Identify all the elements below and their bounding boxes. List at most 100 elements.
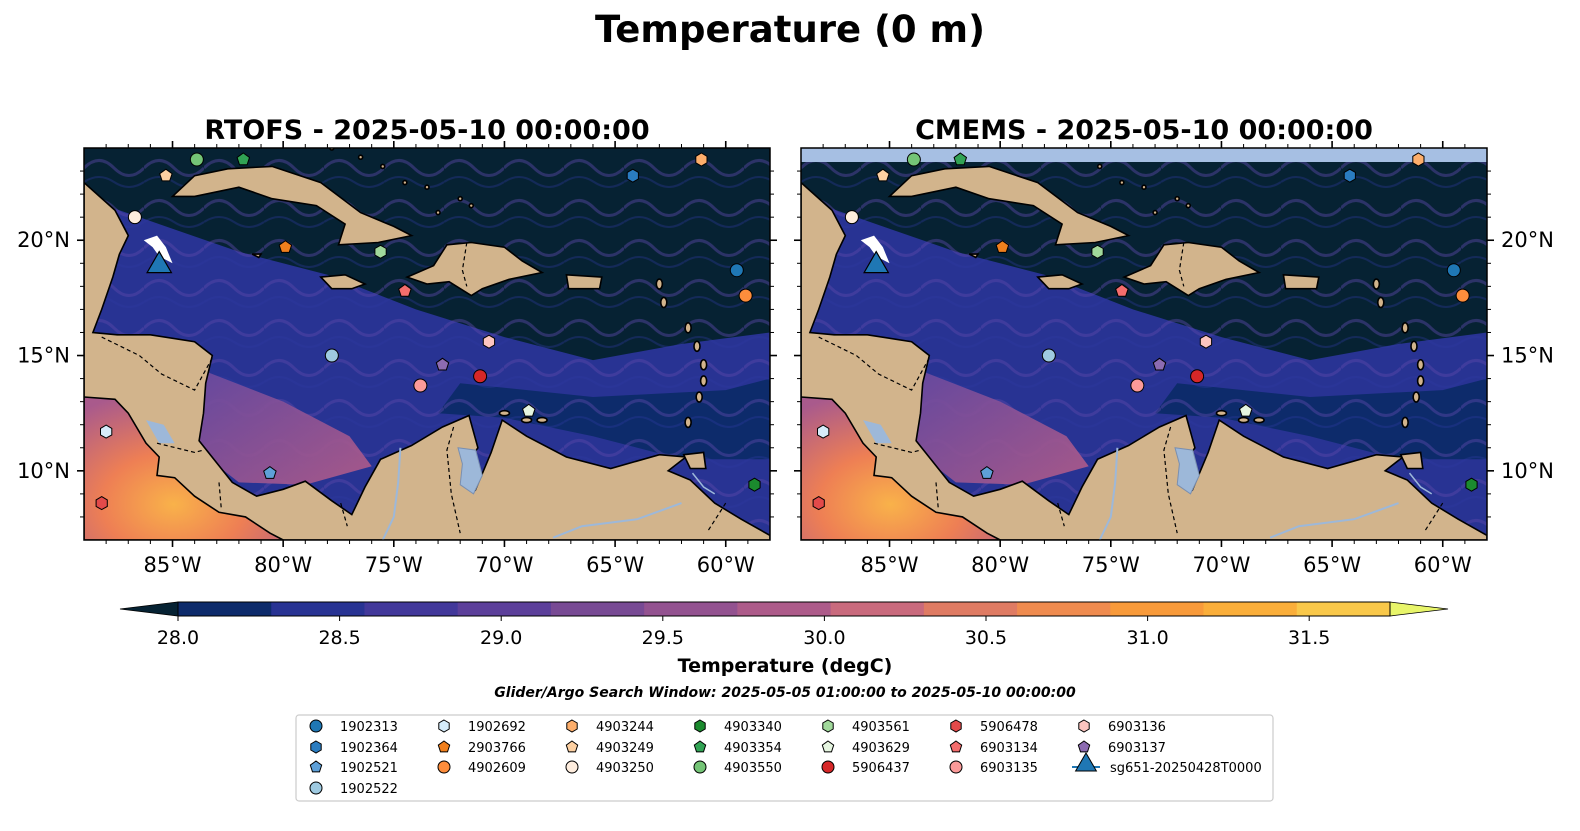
float-marker-4903354	[236, 152, 251, 166]
legend-item-4903354: 4903354	[693, 740, 782, 756]
legend-marker	[1077, 740, 1091, 753]
legend-item-1902521: 1902521	[309, 760, 398, 776]
land-hispaniola	[1121, 241, 1262, 297]
island-bahamas	[1174, 195, 1180, 202]
colorbar-cell	[1296, 602, 1391, 616]
island-abc	[1253, 416, 1265, 424]
y-tick-label: 15°N	[1501, 344, 1554, 368]
x-tick-label: 85°W	[144, 553, 202, 577]
colorbar-cell	[178, 602, 272, 616]
land-cayman	[968, 253, 980, 259]
island-lesser-antilles	[699, 358, 708, 371]
legend-marker	[693, 760, 707, 774]
colorbar-cell	[457, 602, 552, 616]
land-trinidad	[682, 451, 707, 470]
island-lesser-antilles	[1401, 322, 1409, 334]
island-lesser-antilles	[693, 340, 701, 353]
island-lesser-antilles	[684, 322, 692, 334]
float-marker-4903340	[1465, 477, 1478, 492]
y-tick-label: 10°N	[17, 459, 70, 483]
island-abc	[1215, 409, 1228, 417]
river-delta	[1408, 472, 1433, 495]
country-border	[1424, 502, 1444, 532]
legend-marker	[565, 760, 579, 774]
float-marker-4903249	[159, 168, 173, 182]
legend-marker	[822, 719, 834, 733]
y-tick-label: 20°N	[1501, 228, 1554, 252]
legend-label: 4903340	[724, 720, 782, 735]
legend-label: 4903561	[852, 720, 910, 735]
island-bahamas	[379, 163, 386, 170]
figure-title: Temperature (0 m)	[595, 8, 985, 51]
float-marker-6903134	[398, 283, 412, 297]
country-border	[156, 442, 204, 454]
x-tick-label: 65°W	[1303, 553, 1361, 577]
river-magdalena	[1098, 447, 1119, 540]
legend-marker	[566, 719, 578, 733]
legend-label: 4903629	[852, 741, 910, 756]
island-bahamas	[457, 195, 463, 202]
warm-water-sw	[911, 367, 1089, 485]
island-lesser-antilles	[1410, 340, 1418, 353]
legend-items: 1902313 1902364 1902521 1902522 1902692 29037…	[309, 719, 1262, 797]
colorbar-extend-low	[119, 601, 179, 617]
legend-marker	[693, 740, 707, 753]
land-hispaniola	[404, 241, 545, 297]
legend-label: 4903249	[596, 741, 654, 756]
float-marker-6903136	[482, 334, 496, 349]
land-jamaica	[1036, 273, 1085, 290]
colorbar-cells	[119, 601, 1449, 617]
legend-label: 5906478	[980, 720, 1038, 735]
country-border	[707, 502, 727, 532]
legend-marker	[1074, 752, 1098, 772]
lake-maracaibo	[1174, 447, 1200, 495]
island-lesser-antilles	[695, 391, 703, 403]
map-panel-cmems: CMEMS - 2025-05-10 00:00:00 85°W 80°W 75°W…	[794, 115, 1554, 577]
x-tick-label: 85°W	[861, 553, 919, 577]
legend-label: 4902609	[468, 761, 526, 776]
country-border	[218, 482, 222, 508]
colorbar-tick-label: 29.0	[480, 627, 522, 649]
legend-marker	[309, 760, 323, 773]
x-tick-label: 70°W	[475, 553, 533, 577]
colorbar: 28.0 28.5 29.0 29.5 30.0 30.5 31.0 31.5 Tempera…	[119, 601, 1449, 701]
map-frame	[800, 147, 1488, 541]
legend-label: 4903244	[596, 720, 654, 735]
island-lesser-antilles	[1412, 391, 1420, 403]
island-bahamas	[1096, 163, 1103, 170]
y-tick-label: 10°N	[1501, 459, 1554, 483]
legend-marker	[1078, 719, 1090, 733]
island-bahamas	[402, 179, 408, 186]
legend-item-4903629: 4903629	[821, 740, 910, 756]
colorbar-tick-label: 30.0	[803, 627, 845, 649]
float-marker-1902692	[100, 424, 113, 439]
map-frame	[83, 147, 771, 541]
river-magdalena	[381, 447, 402, 540]
island-lesser-antilles	[655, 278, 664, 290]
island-abc	[520, 416, 533, 424]
legend-marker	[949, 760, 963, 774]
legend-item-sg651-20250428T0000: sg651-20250428T0000	[1072, 752, 1262, 776]
float-marker-5906478	[812, 496, 825, 511]
legend-item-4903249: 4903249	[565, 740, 654, 756]
float-marker-1902313	[729, 263, 744, 278]
legend-item-6903134: 6903134	[949, 740, 1038, 756]
float-marker-1902521	[263, 465, 277, 479]
colorbar-outline	[177, 601, 1391, 617]
colorbar-tick-label: 28.5	[318, 627, 360, 649]
country-border	[1178, 242, 1185, 287]
float-marker-5906478	[95, 496, 108, 511]
legend-marker	[565, 740, 579, 753]
island-lesser-antilles	[684, 416, 692, 429]
legend-label: 2903766	[468, 741, 526, 756]
country-border	[935, 482, 939, 508]
x-tick-label: 75°W	[1082, 553, 1140, 577]
legend-item-4903340: 4903340	[694, 719, 782, 735]
island-bahamas	[357, 154, 364, 161]
float-marker-6903135	[1130, 378, 1145, 393]
map-panel-rtofs: RTOFS - 2025-05-10 00:00:00 85°W 80°W 75°W…	[17, 115, 777, 577]
float-marker-1902692	[817, 424, 830, 439]
map-body	[84, 148, 770, 540]
legend-label: 1902313	[340, 720, 398, 735]
float-marker-6903136	[1199, 334, 1213, 349]
